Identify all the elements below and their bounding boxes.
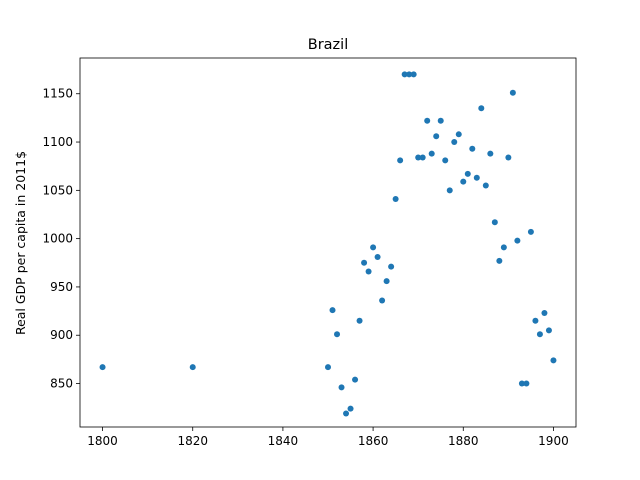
data-point	[482, 182, 489, 189]
chart-title: Brazil	[308, 37, 348, 53]
data-point	[428, 150, 435, 157]
x-tick-label: 1860	[358, 434, 389, 448]
data-point	[536, 331, 543, 338]
y-tick-label: 900	[50, 328, 73, 342]
data-point	[523, 380, 530, 387]
data-point	[406, 71, 413, 78]
data-point	[365, 268, 372, 275]
data-point	[491, 219, 498, 226]
data-point	[329, 307, 336, 314]
plot-frame	[79, 57, 577, 428]
data-point	[415, 154, 422, 161]
data-point	[410, 71, 417, 78]
data-point	[464, 170, 471, 177]
plot-area: 1800 1820 1840 1860 1880 1900 850 900 950 1000 105…	[42, 57, 577, 448]
x-tick-label: 1800	[87, 434, 118, 448]
data-point	[460, 178, 467, 185]
data-point	[356, 317, 363, 324]
x-tick-label: 1880	[448, 434, 479, 448]
data-point	[487, 150, 494, 157]
data-point	[509, 89, 516, 96]
data-point	[437, 117, 444, 124]
data-point	[361, 259, 368, 266]
data-point	[99, 364, 106, 371]
y-axis-label: Real GDP per capita in 2011$	[13, 151, 28, 335]
x-tick-label: 1820	[177, 434, 208, 448]
data-point	[338, 384, 345, 391]
data-point	[478, 105, 485, 112]
data-point	[545, 327, 552, 334]
data-point	[518, 380, 525, 387]
data-point	[334, 331, 341, 338]
data-point	[325, 364, 331, 371]
data-point	[347, 405, 354, 412]
y-tick-label: 1100	[42, 135, 73, 149]
data-point	[500, 244, 507, 251]
data-point	[442, 157, 449, 164]
x-tick-label: 1840	[268, 434, 299, 448]
data-point	[424, 117, 431, 124]
data-point	[374, 253, 381, 260]
y-tick-label: 950	[50, 280, 73, 294]
data-point	[343, 410, 350, 417]
data-point	[379, 297, 386, 304]
data-point	[455, 131, 462, 138]
data-point	[397, 157, 404, 164]
x-tick-label: 1900	[538, 434, 569, 448]
data-point	[392, 196, 399, 203]
data-point	[473, 174, 480, 181]
data-point	[527, 228, 534, 235]
data-point	[532, 317, 539, 324]
data-point	[433, 133, 440, 140]
data-point	[419, 154, 426, 161]
data-point	[514, 237, 521, 244]
data-point	[541, 310, 548, 317]
data-point	[401, 71, 408, 78]
data-point	[370, 244, 377, 251]
y-tick-label: 1150	[42, 87, 73, 101]
data-point	[383, 278, 390, 285]
y-tick-label: 1050	[42, 183, 73, 197]
data-point	[189, 364, 196, 371]
y-tick-label: 850	[50, 377, 73, 391]
data-point	[505, 154, 512, 161]
data-point	[496, 257, 503, 264]
data-point	[388, 263, 395, 270]
data-point	[451, 139, 458, 146]
data-point	[469, 145, 476, 152]
y-tick-label: 1000	[42, 232, 73, 246]
data-point	[550, 357, 557, 364]
data-point	[446, 187, 453, 194]
data-point	[352, 376, 359, 383]
